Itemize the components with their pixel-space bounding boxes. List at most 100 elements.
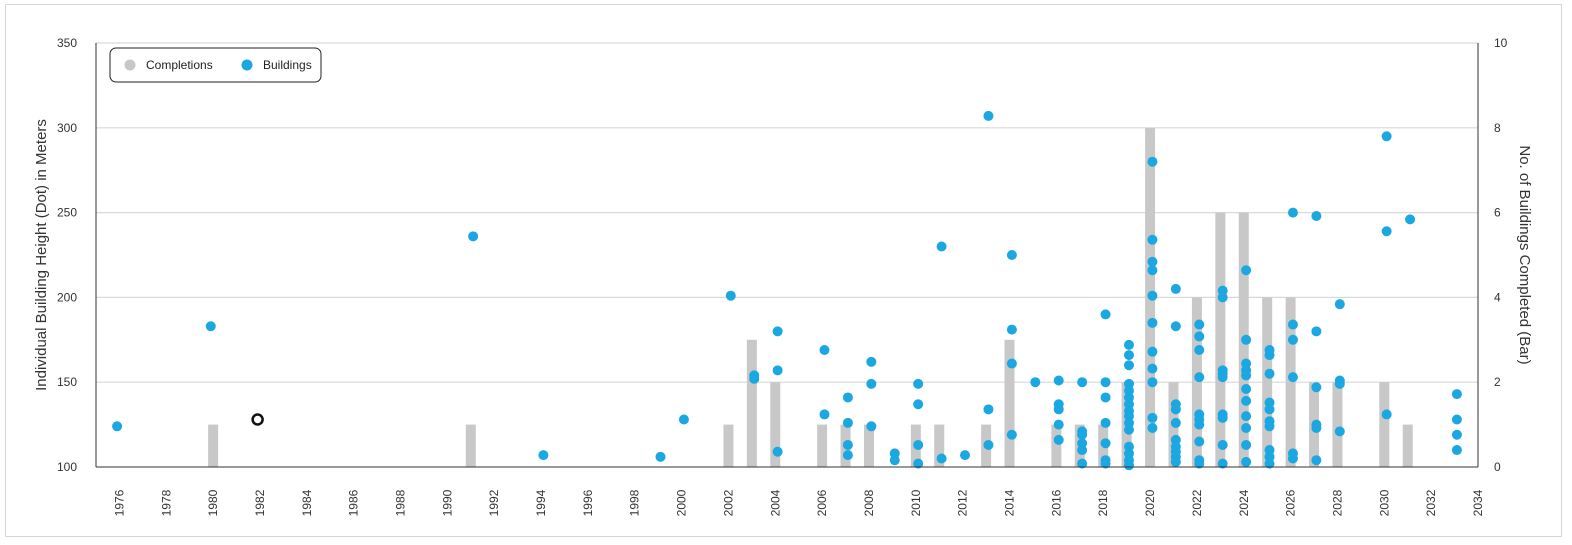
building-dot[interactable]: [1147, 363, 1158, 374]
building-dot[interactable]: [842, 439, 853, 450]
building-dot[interactable]: [1334, 426, 1345, 437]
building-dot[interactable]: [772, 446, 783, 457]
building-dot[interactable]: [1405, 214, 1416, 225]
building-dot[interactable]: [1264, 368, 1275, 379]
building-dot[interactable]: [1006, 250, 1017, 260]
building-dot[interactable]: [1077, 458, 1088, 469]
building-dot[interactable]: [725, 290, 736, 301]
building-dot[interactable]: [1241, 422, 1252, 433]
building-dot[interactable]: [1194, 319, 1205, 330]
building-dot[interactable]: [1451, 445, 1462, 456]
building-dot[interactable]: [913, 439, 924, 450]
building-dot[interactable]: [1311, 455, 1322, 466]
building-dot[interactable]: [1334, 378, 1345, 389]
building-dot[interactable]: [1170, 321, 1181, 332]
building-dot[interactable]: [1147, 265, 1158, 276]
building-dot[interactable]: [1264, 458, 1275, 469]
building-dot[interactable]: [749, 373, 760, 384]
building-dot[interactable]: [655, 451, 666, 462]
building-dot[interactable]: [1053, 434, 1064, 445]
building-dot[interactable]: [1241, 411, 1252, 422]
building-dot[interactable]: [1311, 382, 1322, 393]
building-dot[interactable]: [983, 404, 994, 415]
building-dot[interactable]: [1100, 458, 1111, 469]
building-dot[interactable]: [819, 344, 830, 355]
legend-buildings-label[interactable]: Buildings: [263, 58, 312, 72]
building-dot[interactable]: [1217, 292, 1228, 303]
building-dot[interactable]: [1381, 226, 1392, 237]
building-dot[interactable]: [1123, 350, 1134, 361]
building-dot[interactable]: [1147, 422, 1158, 433]
building-dot[interactable]: [1006, 429, 1017, 440]
building-dot[interactable]: [1194, 344, 1205, 355]
building-dot[interactable]: [983, 439, 994, 450]
building-dot[interactable]: [1241, 370, 1252, 381]
building-dot[interactable]: [1100, 377, 1111, 388]
building-dot[interactable]: [1194, 458, 1205, 469]
building-dot[interactable]: [1451, 429, 1462, 440]
building-dot[interactable]: [1217, 372, 1228, 383]
building-dot[interactable]: [1241, 265, 1252, 276]
building-dot[interactable]: [1381, 131, 1392, 142]
building-dot[interactable]: [1053, 404, 1064, 415]
building-dot[interactable]: [1100, 438, 1111, 449]
building-dot[interactable]: [1147, 412, 1158, 423]
building-dot[interactable]: [678, 414, 689, 425]
building-dot[interactable]: [1264, 421, 1275, 432]
building-dot[interactable]: [1451, 414, 1462, 425]
building-dot[interactable]: [913, 399, 924, 410]
building-dot[interactable]: [1147, 346, 1158, 357]
legend-completions-label[interactable]: Completions: [146, 58, 213, 72]
building-dot[interactable]: [1100, 417, 1111, 428]
building-dot[interactable]: [1123, 360, 1134, 371]
building-dot[interactable]: [112, 421, 123, 432]
building-dot[interactable]: [1170, 283, 1181, 294]
building-dot[interactable]: [1287, 334, 1298, 345]
building-dot[interactable]: [1147, 256, 1158, 267]
building-dot[interactable]: [1287, 372, 1298, 383]
building-dot[interactable]: [842, 417, 853, 428]
legend[interactable]: Completions Buildings: [109, 47, 322, 83]
building-dot[interactable]: [1053, 375, 1064, 386]
building-dot[interactable]: [1077, 377, 1088, 388]
building-dot[interactable]: [1077, 429, 1088, 440]
building-dot[interactable]: [1287, 453, 1298, 464]
building-dot[interactable]: [1287, 207, 1298, 218]
building-dot[interactable]: [1241, 456, 1252, 467]
building-dot[interactable]: [1381, 409, 1392, 420]
building-dot[interactable]: [1147, 156, 1158, 167]
building-dot-highlighted[interactable]: [251, 413, 264, 426]
building-dot[interactable]: [1264, 350, 1275, 361]
building-dot[interactable]: [1194, 419, 1205, 430]
building-dot[interactable]: [842, 450, 853, 461]
building-dot[interactable]: [1006, 324, 1017, 335]
building-dot[interactable]: [1287, 319, 1298, 330]
building-dot[interactable]: [1217, 439, 1228, 450]
building-dot[interactable]: [1264, 404, 1275, 415]
building-dot[interactable]: [1170, 456, 1181, 467]
building-dot[interactable]: [1170, 417, 1181, 428]
building-dot[interactable]: [1147, 290, 1158, 301]
building-dot[interactable]: [866, 378, 877, 389]
building-dot[interactable]: [1123, 424, 1134, 435]
building-dot[interactable]: [468, 231, 479, 242]
building-dot[interactable]: [1170, 404, 1181, 415]
building-dot[interactable]: [1100, 392, 1111, 403]
building-dot[interactable]: [936, 453, 947, 464]
building-dot[interactable]: [1006, 358, 1017, 369]
building-dot[interactable]: [772, 365, 783, 376]
building-dot[interactable]: [1241, 334, 1252, 345]
building-dot[interactable]: [1241, 395, 1252, 406]
building-dot[interactable]: [889, 455, 900, 466]
building-dot[interactable]: [1241, 439, 1252, 450]
building-dot[interactable]: [913, 458, 924, 469]
building-dot[interactable]: [1194, 331, 1205, 342]
building-dot[interactable]: [1147, 377, 1158, 388]
building-dot[interactable]: [866, 421, 877, 432]
building-dot[interactable]: [842, 392, 853, 403]
building-dot[interactable]: [1217, 412, 1228, 423]
building-dot[interactable]: [819, 409, 830, 420]
building-dot[interactable]: [1100, 309, 1111, 320]
building-dot[interactable]: [205, 321, 216, 332]
building-dot[interactable]: [1194, 436, 1205, 447]
